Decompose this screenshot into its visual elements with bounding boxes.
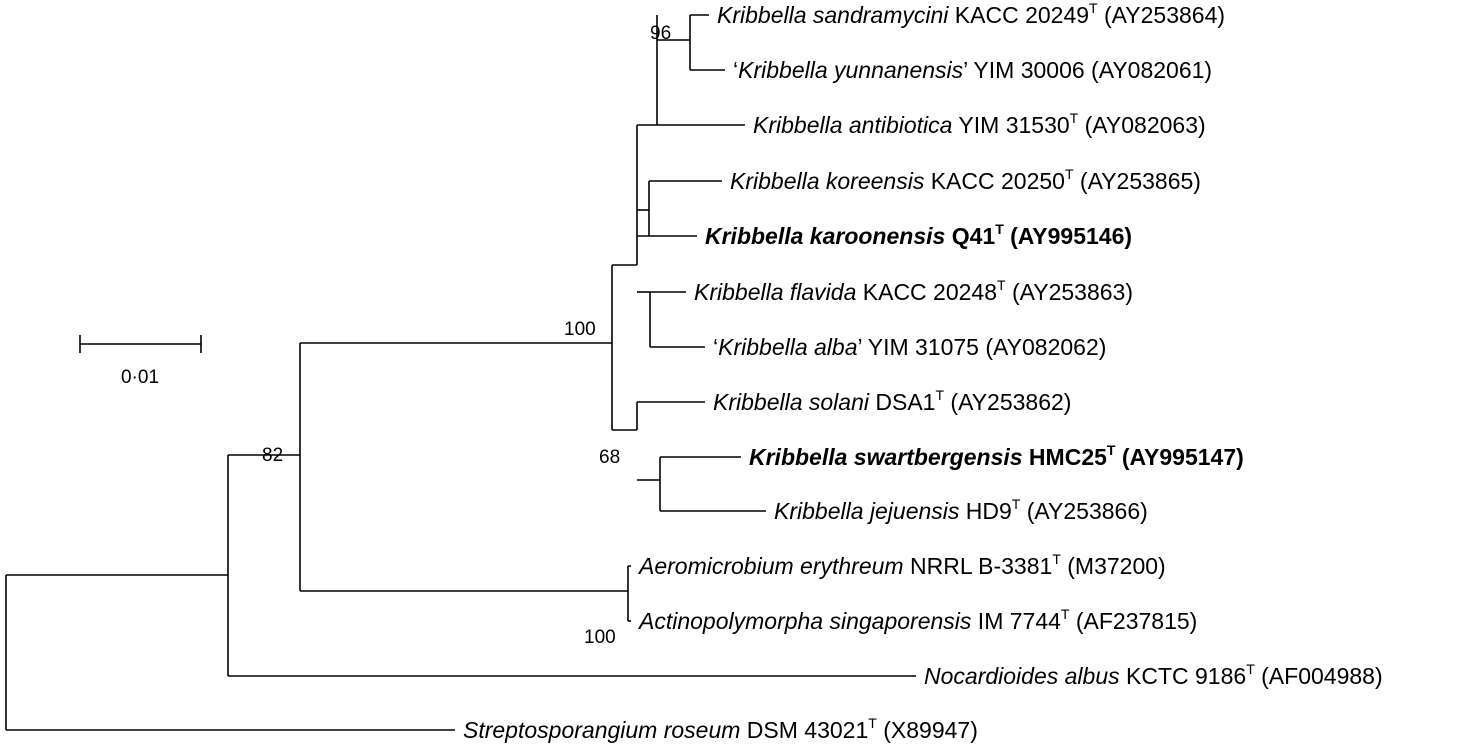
species-name: Kribbella koreensis <box>730 168 925 194</box>
taxon-label: Nocardioides albus KCTC 9186T (AF004988) <box>924 661 1383 689</box>
taxon-label: ‘Kribbella yunnanensis’ YIM 30006 (AY082… <box>733 57 1212 83</box>
accession-number: (AY253862) <box>944 389 1071 415</box>
species-name: Kribbella alba <box>718 334 857 360</box>
type-strain-mark: T <box>1052 551 1061 567</box>
bootstrap-value: 100 <box>564 319 596 340</box>
species-name: Kribbella flavida <box>694 279 856 305</box>
accession-number: (AY082061) <box>1085 57 1212 83</box>
species-name: Kribbella solani <box>713 389 870 415</box>
accession-number: (AY253865) <box>1074 168 1201 194</box>
type-strain-mark: T <box>1107 442 1116 458</box>
type-strain-mark: T <box>1070 110 1079 126</box>
strain-id: HD9 <box>959 498 1011 524</box>
accession-number: (AY253864) <box>1098 2 1225 28</box>
type-strain-mark: T <box>935 387 944 403</box>
type-strain-mark: T <box>1061 606 1070 622</box>
taxon-label: Kribbella flavida KACC 20248T (AY253863) <box>694 277 1133 305</box>
taxon-label: Kribbella antibiotica YIM 31530T (AY0820… <box>753 110 1206 138</box>
taxon-label: Actinopolymorpha singaporensis IM 7744T … <box>637 606 1197 634</box>
scale-bar: 0·01 <box>79 335 202 388</box>
type-strain-mark: T <box>868 715 877 731</box>
scale-bar-label: 0·01 <box>121 367 159 388</box>
taxon-label: ‘Kribbella alba’ YIM 31075 (AY082062) <box>713 334 1106 360</box>
taxon-label: Kribbella jejuensis HD9T (AY253866) <box>774 496 1148 524</box>
strain-id: YIM 31075 <box>862 334 979 360</box>
type-strain-mark: T <box>997 277 1006 293</box>
strain-id: HMC25 <box>1023 444 1108 470</box>
strain-id: KACC 20248 <box>856 279 997 305</box>
species-name: Kribbella sandramycini <box>717 2 949 28</box>
bootstrap-value: 96 <box>650 23 671 44</box>
type-strain-mark: T <box>1012 496 1021 512</box>
accession-number: (AY253863) <box>1006 279 1133 305</box>
bootstrap-values: 96 100 68 82 100 <box>262 23 671 648</box>
strain-id: Q41 <box>945 223 995 249</box>
strain-id: IM 7744 <box>971 608 1061 634</box>
strain-id: NRRL B-3381 <box>904 553 1053 579</box>
species-name: Nocardioides albus <box>924 663 1120 689</box>
accession-number: (AY995147) <box>1115 444 1243 470</box>
accession-number: (AF237815) <box>1069 608 1197 634</box>
species-name: Kribbella swartbergensis <box>749 444 1023 470</box>
taxon-labels: Kribbella sandramycini KACC 20249T (AY25… <box>463 0 1383 743</box>
species-name: Kribbella karoonensis <box>705 223 945 249</box>
accession-number: (M37200) <box>1061 553 1166 579</box>
taxon-label: Kribbella karoonensis Q41T (AY995146) <box>705 221 1132 249</box>
strain-id: KACC 20250 <box>924 168 1065 194</box>
strain-id: KCTC 9186 <box>1120 663 1247 689</box>
taxon-label: Aeromicrobium erythreum NRRL B-3381T (M3… <box>637 551 1166 579</box>
species-name: Streptosporangium roseum <box>463 717 740 743</box>
strain-id: DSA1 <box>869 389 935 415</box>
bootstrap-value: 100 <box>584 627 616 648</box>
species-name: Aeromicrobium erythreum <box>637 553 904 579</box>
species-name: Kribbella jejuensis <box>774 498 960 524</box>
strain-id: YIM 31530 <box>952 112 1069 138</box>
taxon-label: Kribbella koreensis KACC 20250T (AY25386… <box>730 166 1201 194</box>
bootstrap-value: 68 <box>599 447 620 468</box>
taxon-label: Kribbella swartbergensis HMC25T (AY99514… <box>749 442 1244 470</box>
bootstrap-value: 82 <box>262 445 283 466</box>
strain-id: KACC 20249 <box>948 2 1089 28</box>
type-strain-mark: T <box>1089 0 1098 16</box>
strain-id: DSM 43021 <box>740 717 868 743</box>
accession-number: (AY995146) <box>1004 223 1132 249</box>
strain-id: YIM 30006 <box>967 57 1084 83</box>
species-name: Kribbella antibiotica <box>753 112 952 138</box>
accession-number: (AY082062) <box>979 334 1106 360</box>
accession-number: (AY082063) <box>1078 112 1205 138</box>
species-name: Actinopolymorpha singaporensis <box>637 608 972 634</box>
species-name: Kribbella yunnanensis <box>738 57 964 83</box>
type-strain-mark: T <box>1065 166 1074 182</box>
type-strain-mark: T <box>995 221 1004 237</box>
taxon-label: Streptosporangium roseum DSM 43021T (X89… <box>463 715 978 743</box>
taxon-label: Kribbella sandramycini KACC 20249T (AY25… <box>717 0 1225 28</box>
type-strain-mark: T <box>1246 661 1255 677</box>
accession-number: (AF004988) <box>1255 663 1383 689</box>
taxon-label: Kribbella solani DSA1T (AY253862) <box>713 387 1071 415</box>
accession-number: (AY253866) <box>1020 498 1147 524</box>
accession-number: (X89947) <box>877 717 978 743</box>
tree-branches <box>5 14 916 731</box>
